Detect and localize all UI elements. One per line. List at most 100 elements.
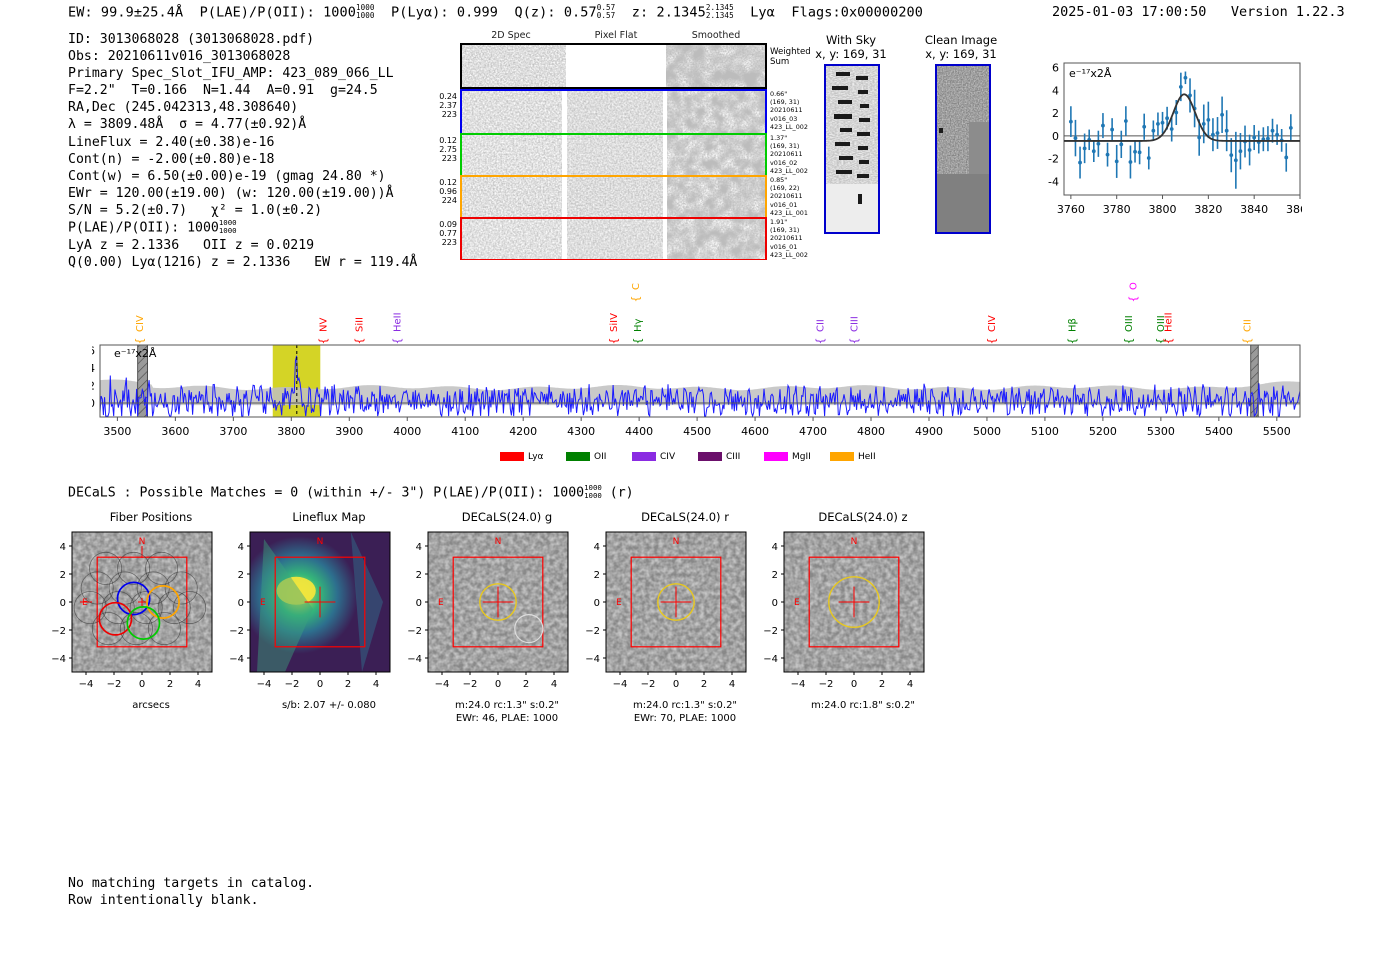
footer-line: Row intentionally blank. [68, 893, 259, 909]
twod-row-1 [460, 89, 767, 135]
fiber-circle-red [98, 601, 133, 636]
twod-row1-labels: 0.24 2.37 223 [439, 92, 457, 120]
header-qz-fraction: 0.57 0.57 [596, 3, 616, 20]
cutout-caption-decals-r: m:24.0 rc:1.3" s:0.2" EWr: 70, PLAE: 100… [632, 700, 738, 724]
compass-east-label: E [260, 598, 266, 608]
svg-text:2: 2 [60, 570, 66, 581]
svg-text:−4: −4 [79, 679, 94, 690]
svg-text:6: 6 [1052, 62, 1059, 75]
fiber-circle-green [126, 606, 161, 640]
svg-text:4: 4 [907, 679, 913, 690]
svg-text:2: 2 [92, 379, 95, 392]
compass-north-label: N [673, 537, 680, 547]
header-timestamp-version: 2025-01-03 17:00:50 Version 1.22.3 [1052, 4, 1345, 20]
svg-text:NV: NV [319, 318, 330, 332]
svg-text:OII: OII [1129, 282, 1140, 290]
svg-text:−4: −4 [613, 679, 628, 690]
svg-text:−2: −2 [641, 679, 656, 690]
legend-item-lyα: Lyα [500, 452, 543, 462]
svg-text:4: 4 [92, 362, 95, 375]
twod-row2-meta: 1.37" (169, 31) 20210611 v016_02 423_LL_… [770, 134, 808, 175]
svg-text:4: 4 [594, 542, 600, 553]
header-datetime: 2025-01-03 17:00:50 [1052, 4, 1207, 20]
emission-line-fit-plot: -4 -2 0 2 4 6 3760 3780 3800 3820 3840 3860 e⁻¹⁷x2Å [1034, 55, 1302, 216]
svg-text:4500: 4500 [683, 425, 711, 438]
cutout-caption-fiber-positions: arcsecs [132, 700, 170, 711]
svg-text:−2: −2 [51, 626, 66, 637]
svg-text:4200: 4200 [509, 425, 537, 438]
cutout-panel-3: N E −4 −4 −2 −2 0 0 2 2 4 4 [585, 531, 747, 690]
svg-text:5200: 5200 [1089, 425, 1117, 438]
twod-row4-meta: 1.91" (169, 31) 20210611 v016_01 423_LL_… [770, 218, 808, 259]
legend-swatch-oii [566, 452, 590, 461]
cutout-panel-4: N E −4 −4 −2 −2 0 0 2 2 4 4 [763, 531, 925, 690]
cutout-caption-decals-z: m:24.0 rc:1.8" s:0.2" [810, 700, 916, 711]
svg-text:4300: 4300 [567, 425, 595, 438]
decals-header-text: DECaLS : Possible Matches = 0 (within +/… [68, 485, 585, 501]
svg-text:4: 4 [195, 679, 201, 690]
svg-text:2: 2 [523, 679, 529, 690]
svg-text:0: 0 [60, 598, 66, 609]
svg-text:3860: 3860 [1286, 203, 1302, 216]
svg-text:CIII: CIII [631, 282, 642, 290]
svg-text:{: { [1066, 338, 1079, 345]
svg-text:−4: −4 [791, 679, 806, 690]
twod-row3-labels: 0.12 0.96 224 [439, 178, 457, 206]
svg-text:{: { [629, 296, 642, 303]
svg-text:CIV: CIV [987, 315, 998, 332]
twod-weighted-sum-label: Weighted Sum [770, 47, 811, 67]
with-sky-image [824, 64, 880, 234]
info-line: ID: 3013068028 (3013068028.pdf) [68, 32, 315, 47]
cutout-panel-1: N E −4 −4 −2 −2 0 0 2 2 4 4 [229, 531, 391, 690]
header-z-fraction: 2.1345 2.1345 [705, 3, 734, 20]
legend-item-mgii: MgII [764, 452, 811, 462]
svg-text:CIV: CIV [135, 315, 146, 332]
svg-text:3500: 3500 [103, 425, 131, 438]
svg-text:CII: CII [1243, 319, 1254, 332]
svg-text:5300: 5300 [1147, 425, 1175, 438]
info-line: LineFlux = 2.40(±0.38)e-16 [68, 134, 275, 150]
aperture-box [96, 556, 188, 648]
info-quality-line: Q(0.00) Lyα(1216) z = 2.1336 EW r = 119.… [68, 254, 418, 270]
svg-text:OIII: OIII [1124, 315, 1135, 332]
svg-text:5500: 5500 [1263, 425, 1291, 438]
legend-label-lyα: Lyα [528, 452, 544, 462]
svg-text:4: 4 [238, 542, 244, 553]
svg-text:0: 0 [416, 598, 422, 609]
header-plae-fraction: 1000 1000 [355, 3, 375, 20]
cutout-title-decals-g: DECaLS(24.0) g [461, 510, 553, 524]
svg-text:2: 2 [238, 570, 244, 581]
legend-swatch-civ [632, 452, 656, 461]
svg-text:2: 2 [167, 679, 173, 690]
fiber-circle-orange [146, 585, 180, 619]
svg-text:3600: 3600 [161, 425, 189, 438]
compass-north-label: N [139, 537, 146, 547]
info-plae-line: P(LAE)/P(OII): 10001000 1000 [68, 218, 237, 236]
svg-text:{: { [1241, 338, 1254, 345]
twod-row-weighted-sum [460, 43, 767, 89]
svg-text:3760: 3760 [1057, 203, 1085, 216]
header-ew: EW: 99.9±25.4Å [68, 4, 184, 21]
svg-text:3800: 3800 [277, 425, 305, 438]
svg-text:{: { [353, 338, 366, 345]
info-line: S/N = 5.2(±0.7) χ² = 1.0(±0.2) [68, 202, 323, 218]
svg-text:4000: 4000 [393, 425, 421, 438]
twod-row-4 [460, 217, 767, 260]
legend-label-oii: OII [594, 452, 607, 462]
svg-text:2: 2 [772, 570, 778, 581]
svg-text:0: 0 [238, 598, 244, 609]
svg-text:3840: 3840 [1240, 203, 1268, 216]
with-sky-title: With Sky x, y: 169, 31 [815, 33, 887, 61]
svg-text:4: 4 [729, 679, 735, 690]
aperture-circle [828, 576, 880, 628]
svg-text:HeII: HeII [1163, 312, 1174, 332]
svg-text:5000: 5000 [973, 425, 1001, 438]
info-line: Primary Spec_Slot_IFU_AMP: 423_089_066_L… [68, 66, 394, 82]
info-line: EWr = 120.00(±19.00) (w: 120.00(±19.00))… [68, 185, 394, 201]
svg-text:3780: 3780 [1103, 203, 1131, 216]
svg-text:CIII: CIII [850, 316, 861, 332]
aperture-circle [479, 583, 517, 621]
svg-text:4900: 4900 [915, 425, 943, 438]
info-line: Obs: 20210611v016_3013068028 [68, 49, 291, 65]
svg-text:0: 0 [92, 397, 95, 410]
